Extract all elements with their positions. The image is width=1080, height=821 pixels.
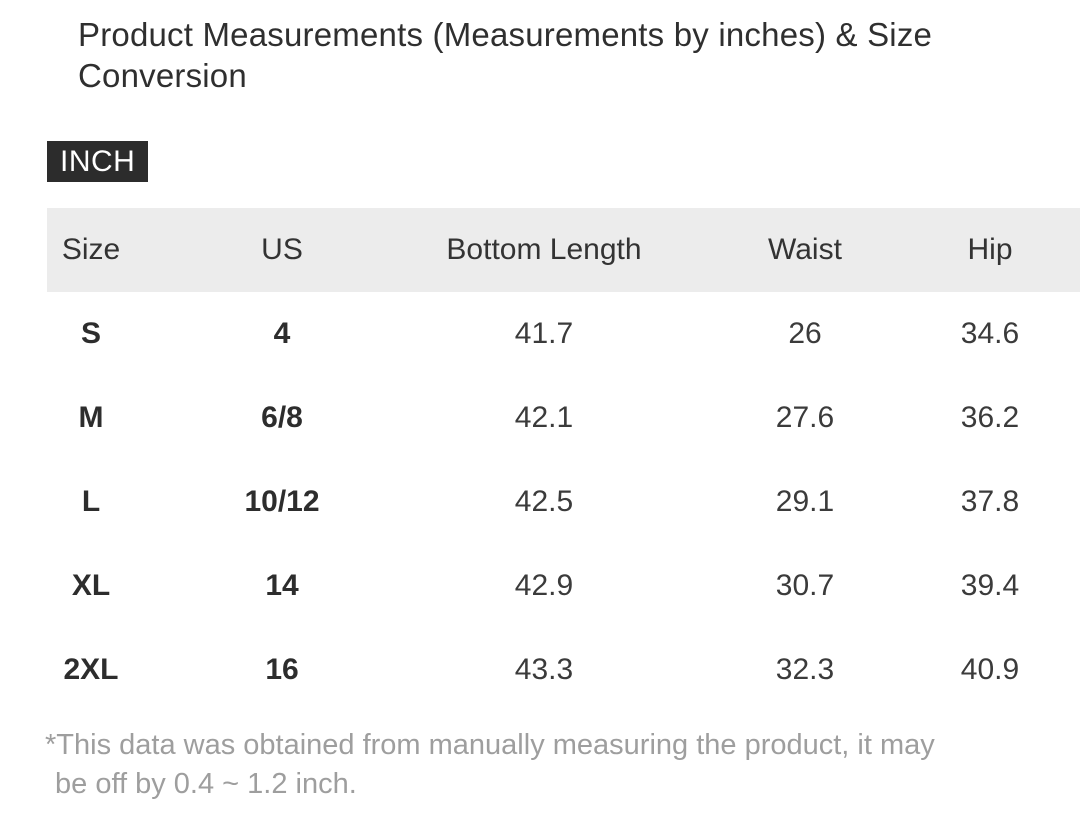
cell-size: XL xyxy=(71,569,111,602)
cell-hip: 37.8 xyxy=(960,485,1020,518)
table-row-l: L 10/12 42.5 29.1 37.8 xyxy=(47,460,1080,544)
cell-size: M xyxy=(78,401,104,434)
cell-waist: 27.6 xyxy=(775,401,835,434)
table-body: S 4 41.7 26 34.6 M 6/8 42.1 27.6 36.2 L … xyxy=(47,292,1080,712)
page-title: Product Measurements (Measurements by in… xyxy=(78,16,933,94)
cell-bottom-length: 42.1 xyxy=(514,401,574,434)
cell-size: S xyxy=(80,317,101,350)
cell-size: 2XL xyxy=(63,653,119,686)
cell-us: 10/12 xyxy=(244,485,320,518)
column-header-hip: Hip xyxy=(967,233,1013,266)
cell-hip: 39.4 xyxy=(960,569,1020,602)
table-header-row: Size US Bottom Length Waist Hip xyxy=(47,208,1080,292)
cell-hip: 36.2 xyxy=(960,401,1020,434)
cell-hip: 40.9 xyxy=(960,653,1020,686)
cell-us: 6/8 xyxy=(261,401,303,434)
cell-hip: 34.6 xyxy=(960,317,1020,350)
table-header: Size US Bottom Length Waist Hip xyxy=(47,208,1080,292)
cell-us: 16 xyxy=(265,653,299,686)
column-header-waist: Waist xyxy=(768,233,842,266)
table-row-2xl: 2XL 16 43.3 32.3 40.9 xyxy=(47,628,1080,712)
table-row-m: M 6/8 42.1 27.6 36.2 xyxy=(47,376,1080,460)
cell-bottom-length: 43.3 xyxy=(514,653,574,686)
column-header-bottom-length: Bottom Length xyxy=(446,233,642,266)
column-header-size: Size xyxy=(61,233,121,266)
cell-bottom-length: 42.5 xyxy=(514,485,574,518)
size-measurement-table: Size US Bottom Length Waist Hip S 4 41.7… xyxy=(47,208,1080,712)
cell-waist: 32.3 xyxy=(775,653,835,686)
cell-waist: 30.7 xyxy=(775,569,835,602)
cell-waist: 29.1 xyxy=(775,485,835,518)
cell-bottom-length: 41.7 xyxy=(514,317,574,350)
measurement-disclaimer: *This data was obtained from manually me… xyxy=(45,729,935,800)
cell-bottom-length: 42.9 xyxy=(514,569,574,602)
cell-us: 4 xyxy=(273,317,291,350)
table-row-xl: XL 14 42.9 30.7 39.4 xyxy=(47,544,1080,628)
unit-inch-badge[interactable]: INCH xyxy=(47,141,149,182)
cell-size: L xyxy=(81,485,101,518)
cell-waist: 26 xyxy=(788,317,822,350)
cell-us: 14 xyxy=(265,569,299,602)
table-row-s: S 4 41.7 26 34.6 xyxy=(47,292,1080,376)
column-header-us: US xyxy=(261,233,303,266)
